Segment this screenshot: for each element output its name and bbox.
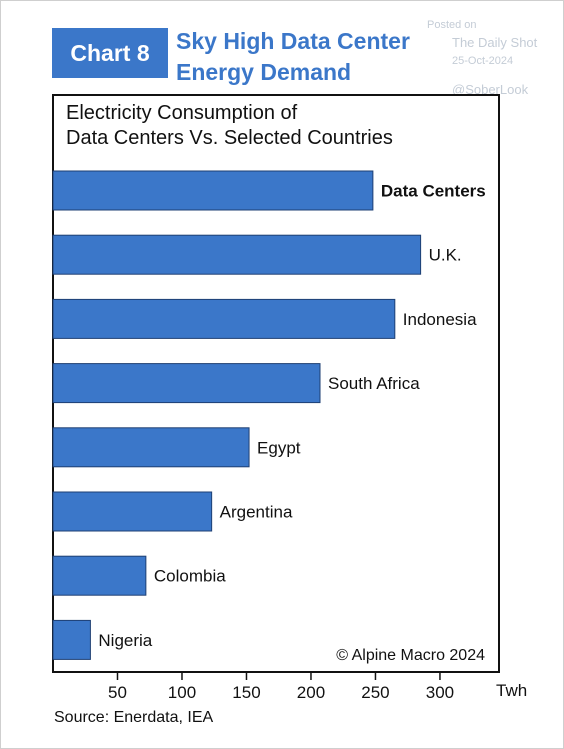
bar-u-k: [52, 234, 422, 275]
x-tick-label-250: 250: [361, 683, 389, 702]
bar-label-egypt: Egypt: [257, 438, 301, 457]
x-tick-label-150: 150: [232, 683, 260, 702]
chart-title-line-2: Data Centers Vs. Selected Countries: [66, 127, 393, 149]
bar-south-africa: [52, 363, 321, 404]
copyright-note: © Alpine Macro 2024: [336, 647, 485, 664]
bar-label-data-centers: Data Centers: [381, 182, 486, 201]
chart-title: Electricity Consumption of Data Centers …: [66, 101, 393, 151]
x-tick-label-200: 200: [297, 683, 325, 702]
bar-label-u-k: U.K.: [429, 246, 462, 265]
bar-label-indonesia: Indonesia: [403, 310, 477, 329]
x-tick-label-50: 50: [108, 683, 127, 702]
bar-label-south-africa: South Africa: [328, 374, 420, 393]
bar-data-centers: [52, 170, 374, 211]
chart-title-line-1: Electricity Consumption of: [66, 102, 298, 124]
posted-on-label: Posted on: [427, 19, 477, 31]
x-tick-label-100: 100: [168, 683, 196, 702]
bar-argentina: [52, 491, 213, 532]
publisher-watermark: The Daily Shot: [452, 35, 538, 50]
chart-number-badge: Chart 8: [52, 28, 168, 78]
bar-label-colombia: Colombia: [154, 567, 226, 586]
headline: Sky High Data Center Energy Demand: [176, 26, 410, 88]
bar-indonesia: [52, 298, 396, 339]
bar-egypt: [52, 427, 250, 468]
headline-line-2: Energy Demand: [176, 59, 352, 85]
bar-label-nigeria: Nigeria: [98, 631, 152, 650]
source-note: Source: Enerdata, IEA: [54, 709, 214, 726]
x-tick-label-300: 300: [426, 683, 454, 702]
bar-colombia: [52, 555, 147, 596]
publish-date: 25-Oct-2024: [452, 55, 514, 67]
bar-nigeria: [52, 619, 91, 660]
handle-watermark: @SoberLook: [452, 82, 529, 97]
bar-label-argentina: Argentina: [220, 503, 293, 522]
x-axis-unit: Twh: [496, 681, 527, 700]
headline-line-1: Sky High Data Center: [176, 28, 410, 54]
